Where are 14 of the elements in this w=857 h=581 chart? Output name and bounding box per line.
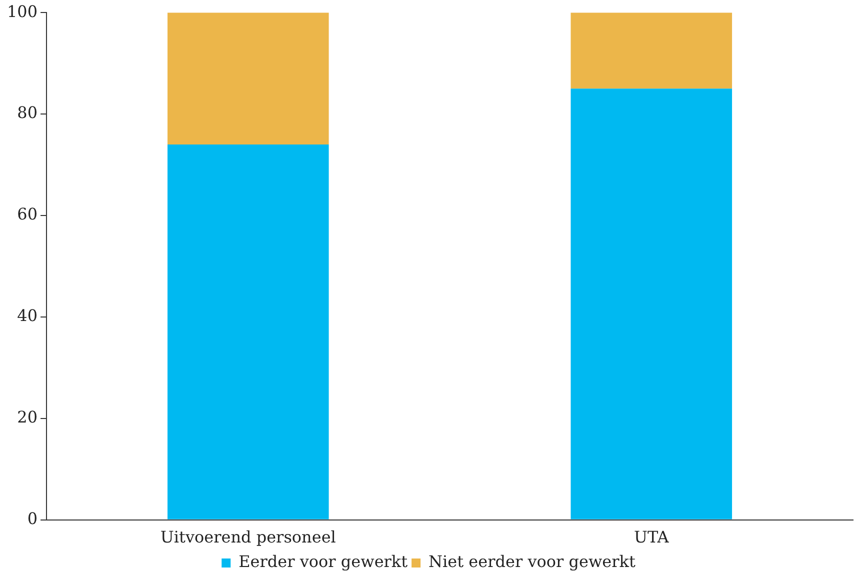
bar <box>570 12 732 89</box>
legend-label: Eerder voor gewerkt <box>238 552 408 572</box>
bar <box>570 88 732 520</box>
y-tick-label: 20 <box>17 408 38 427</box>
legend-label: Niet eerder voor gewerkt <box>428 552 636 572</box>
bar <box>168 12 329 144</box>
y-tick-label: 60 <box>17 204 38 224</box>
x-tick-label: Uitvoerend personeel <box>160 528 336 547</box>
y-tick-label: 40 <box>17 306 38 326</box>
y-tick-label: 0 <box>27 508 38 528</box>
y-tick-label: 100 <box>6 2 38 21</box>
y-tick-label: 80 <box>17 103 38 122</box>
bar <box>168 144 329 520</box>
x-tick-label: UTA <box>634 528 670 547</box>
